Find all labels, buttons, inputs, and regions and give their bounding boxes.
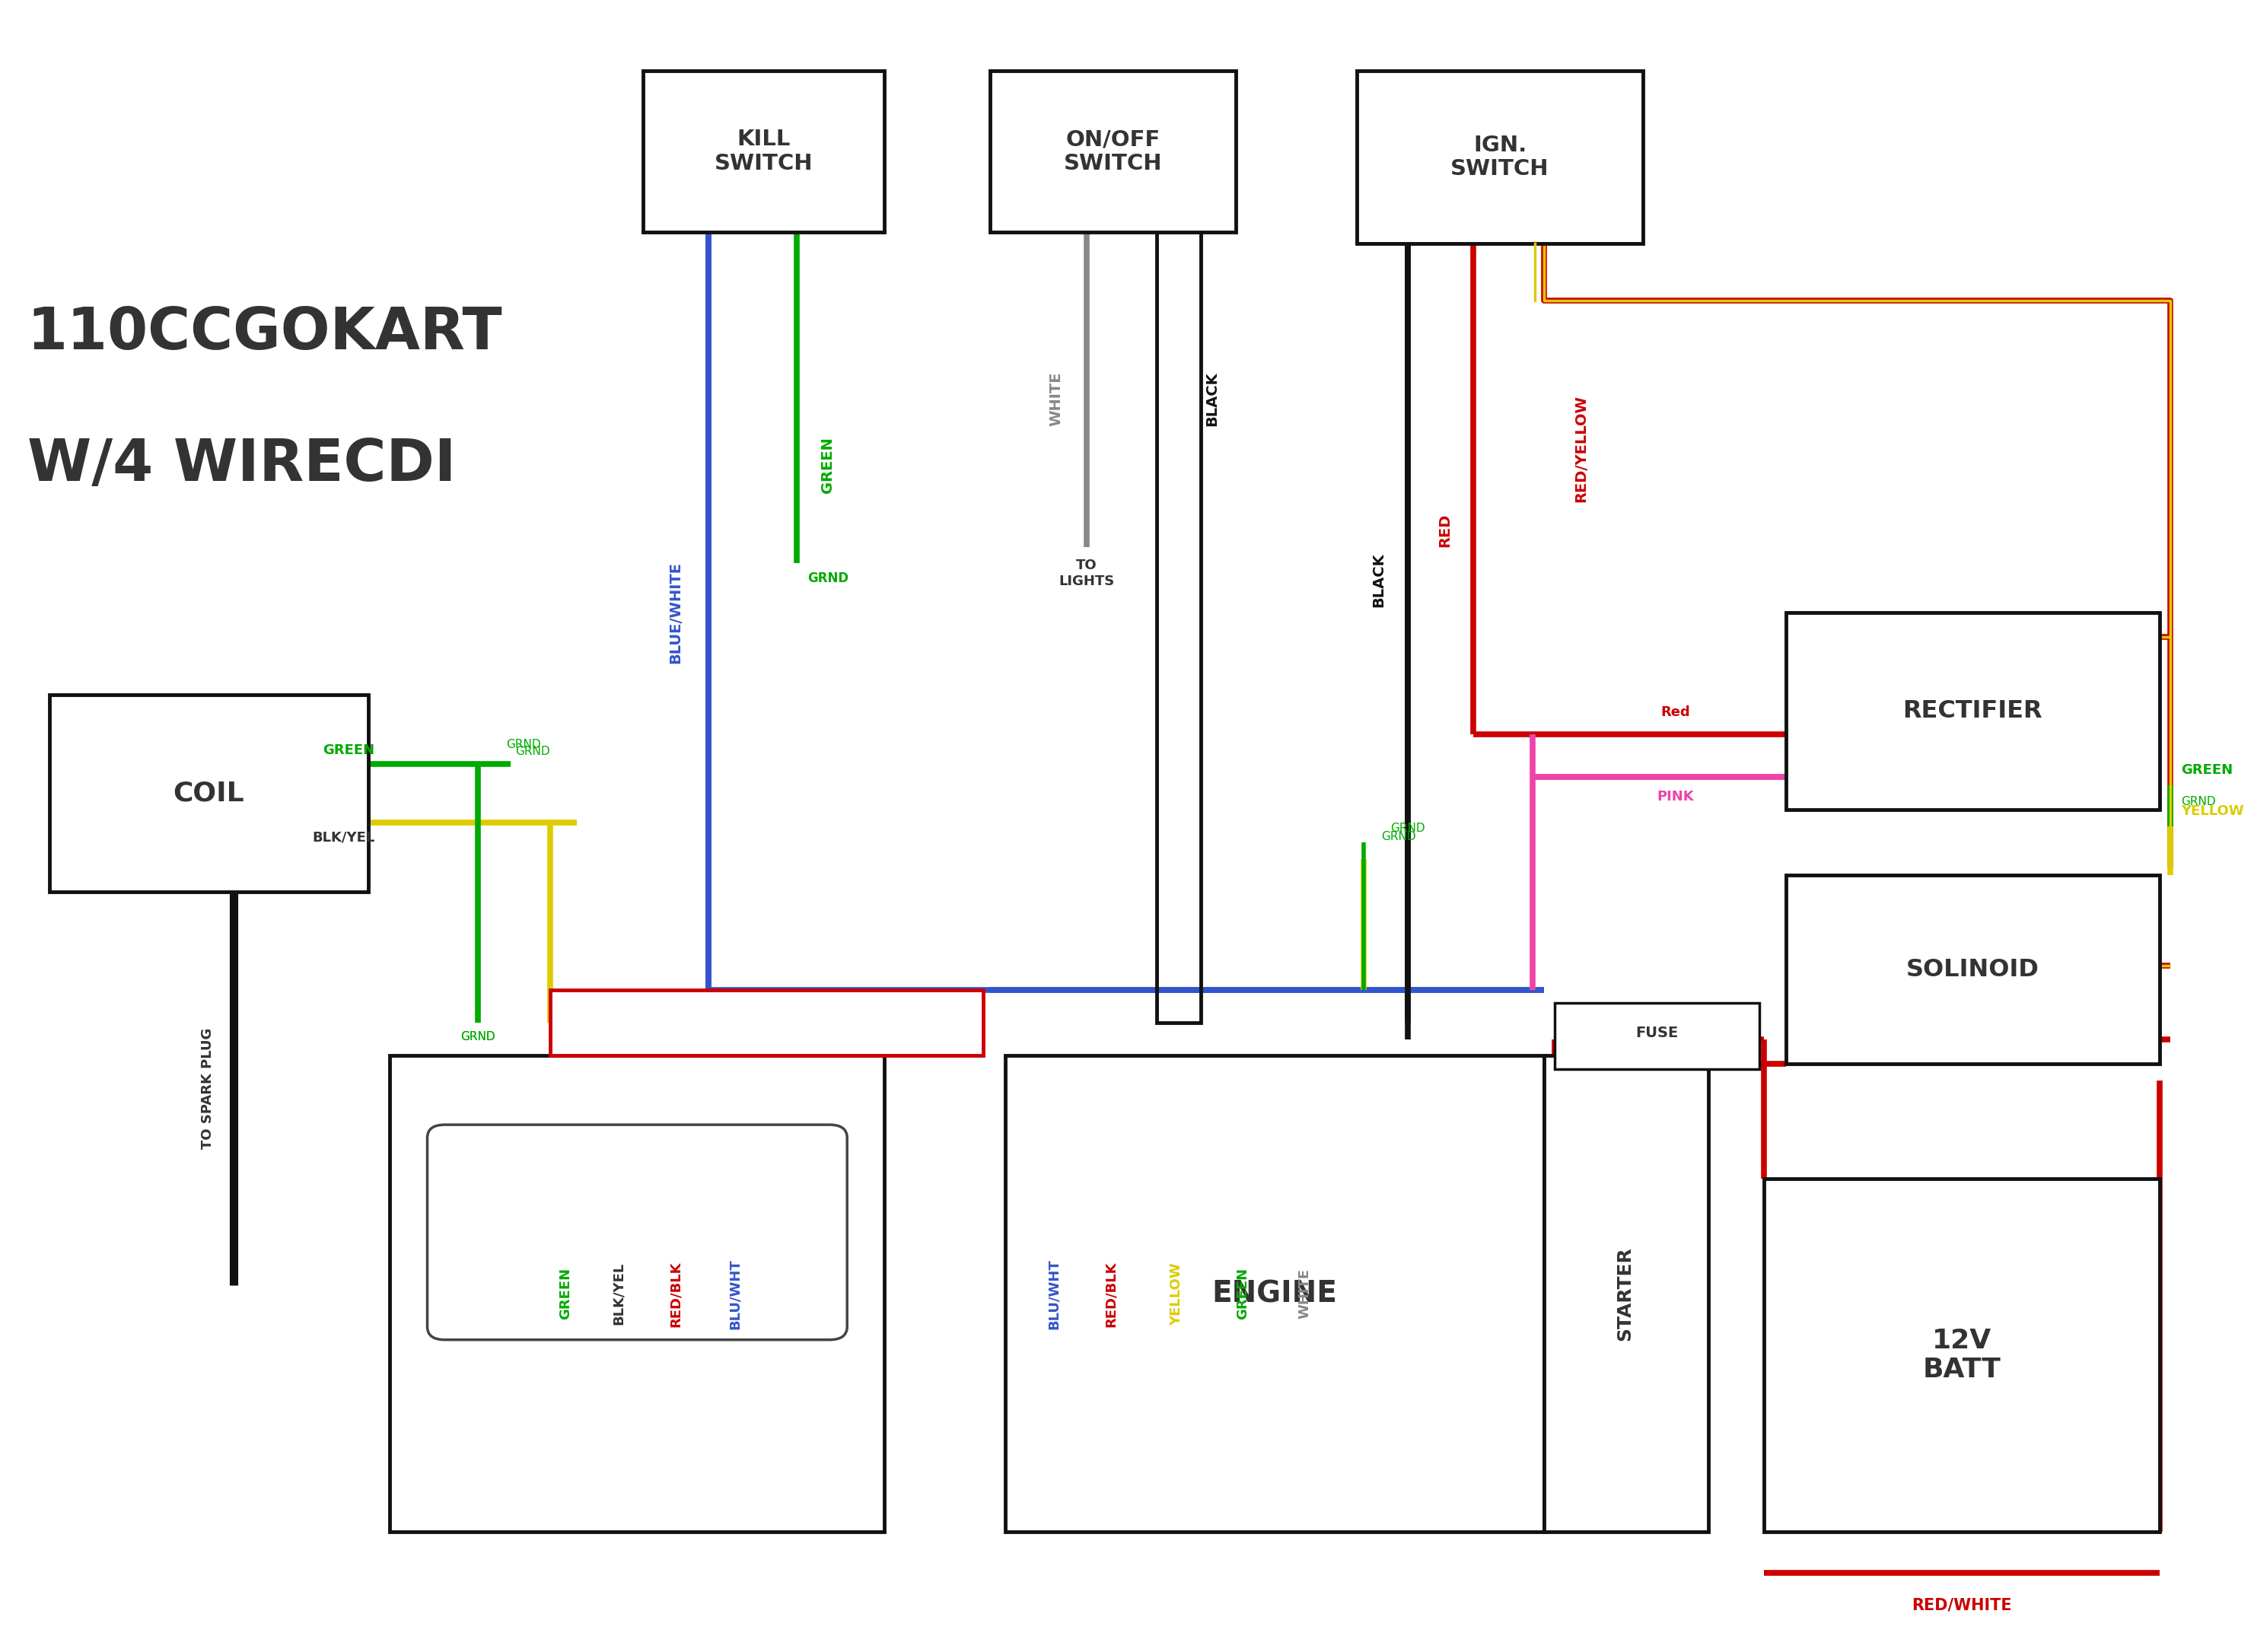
Bar: [1544, 1056, 1709, 1531]
Text: 110CCGOKART: 110CCGOKART: [27, 306, 503, 362]
Text: FUSE: FUSE: [1636, 1026, 1679, 1041]
Text: GRND: GRND: [460, 1031, 496, 1042]
Text: GREEN: GREEN: [559, 1267, 573, 1320]
Text: BLK/YEL: BLK/YEL: [611, 1262, 624, 1325]
Text: BLU/WHT: BLU/WHT: [728, 1259, 742, 1330]
Text: GRND: GRND: [460, 1031, 496, 1042]
Text: GREEN: GREEN: [1235, 1267, 1249, 1320]
Bar: [642, 71, 884, 231]
Text: GRND: GRND: [1391, 823, 1425, 834]
Bar: [50, 695, 367, 892]
Bar: [990, 71, 1235, 231]
Text: GREEN: GREEN: [820, 436, 834, 492]
Text: CDI: CDI: [609, 1279, 665, 1308]
Text: ON/OFF
SWITCH: ON/OFF SWITCH: [1064, 129, 1163, 173]
Text: 12V
BATT: 12V BATT: [1923, 1328, 2002, 1383]
Text: IGN.
SWITCH: IGN. SWITCH: [1452, 134, 1548, 180]
Bar: [1785, 613, 2159, 809]
Bar: [1156, 231, 1201, 1023]
Text: GREEN: GREEN: [2182, 763, 2234, 776]
Text: WHITE: WHITE: [1298, 1269, 1312, 1318]
Bar: [1357, 71, 1643, 243]
Bar: [1555, 1003, 1760, 1069]
Text: W/4 WIRECDI: W/4 WIRECDI: [27, 436, 455, 492]
FancyBboxPatch shape: [428, 1125, 848, 1340]
Text: SOLINOID: SOLINOID: [1907, 958, 2040, 981]
Bar: [390, 1056, 884, 1531]
Text: RED: RED: [1438, 514, 1452, 547]
Text: TO SPARK PLUG: TO SPARK PLUG: [201, 1028, 214, 1150]
Text: BLU/WHT: BLU/WHT: [1046, 1259, 1062, 1330]
Text: RED/WHITE: RED/WHITE: [1911, 1597, 2011, 1612]
Bar: [1763, 1180, 2159, 1531]
Text: RED/YELLOW: RED/YELLOW: [1573, 395, 1589, 502]
Text: WHITE: WHITE: [1048, 372, 1064, 426]
Text: GRND: GRND: [507, 738, 541, 750]
Text: YELLOW: YELLOW: [1170, 1262, 1183, 1325]
Text: ENGINE: ENGINE: [1213, 1279, 1337, 1308]
Text: TO
LIGHTS: TO LIGHTS: [1059, 558, 1113, 588]
Text: GREEN: GREEN: [322, 743, 374, 757]
Text: GRND: GRND: [516, 745, 550, 757]
Text: STARTER: STARTER: [1616, 1247, 1634, 1341]
Text: COIL: COIL: [174, 780, 243, 806]
Text: KILL
SWITCH: KILL SWITCH: [715, 129, 814, 173]
Text: RECTIFIER: RECTIFIER: [1902, 699, 2042, 724]
Text: GRND: GRND: [1382, 831, 1416, 843]
Text: BLUE/WHITE: BLUE/WHITE: [669, 562, 683, 664]
Text: GRND: GRND: [2182, 796, 2216, 808]
Text: BLACK: BLACK: [1206, 372, 1219, 426]
Bar: [1005, 1056, 1544, 1531]
Text: RED/BLK: RED/BLK: [669, 1260, 683, 1327]
Text: YELLOW: YELLOW: [2182, 805, 2245, 818]
Text: BLACK: BLACK: [1373, 552, 1386, 606]
Text: BLK/YEL: BLK/YEL: [311, 831, 374, 844]
Text: GRND: GRND: [807, 572, 850, 585]
Bar: [550, 990, 983, 1056]
Text: PINK: PINK: [1657, 790, 1695, 803]
Text: Red: Red: [1661, 705, 1690, 719]
Text: RED/BLK: RED/BLK: [1104, 1260, 1118, 1327]
Bar: [1785, 876, 2159, 1064]
